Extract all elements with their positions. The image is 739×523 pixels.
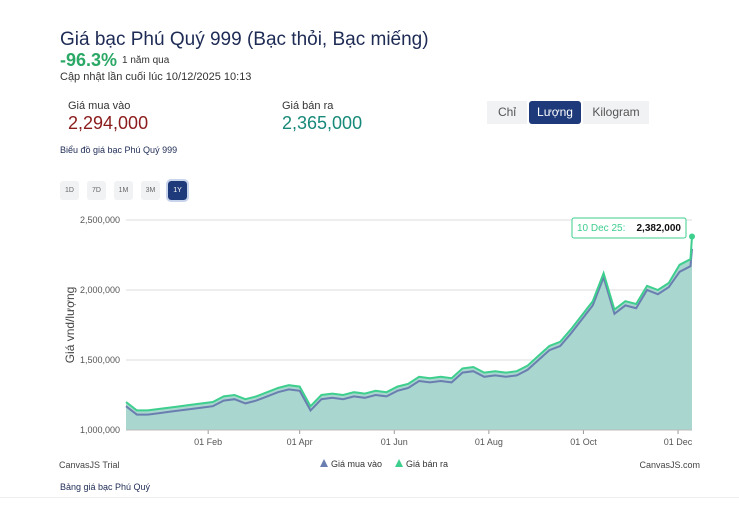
legend-label: Giá bán ra — [406, 459, 448, 469]
range-button[interactable]: 1D — [60, 181, 79, 200]
unit-tab[interactable]: Kilogram — [583, 101, 649, 124]
legend-marker — [320, 459, 328, 467]
series-line — [125, 248, 693, 416]
y-tick-label: 1,000,000 — [80, 425, 120, 435]
y-tick-label: 2,500,000 — [80, 215, 120, 225]
credit-right: CanvasJS.com — [639, 460, 700, 470]
buy-label: Giá mua vào — [68, 100, 131, 112]
chart-heading: Biểu đồ giá bạc Phú Quý 999 — [60, 145, 178, 155]
legend-marker — [395, 459, 404, 467]
unit-tab[interactable]: Chỉ — [487, 101, 527, 124]
unit-tab[interactable]: Lượng — [529, 101, 581, 124]
change-period: 1 năm qua — [122, 55, 170, 66]
y-tick-label: 2,000,000 — [80, 285, 120, 295]
tooltip-value: 2,382,000 — [637, 223, 682, 234]
tooltip-date: 10 Dec 25: — [577, 223, 625, 234]
y-axis-label: Giá vnd/lượng — [63, 287, 77, 364]
divider — [0, 497, 739, 498]
x-tick-label: 01 Apr — [287, 437, 313, 447]
range-button[interactable]: 3M — [141, 181, 160, 200]
tooltip-point — [689, 233, 695, 240]
sell-value: 2,365,000 — [282, 113, 363, 133]
title: Giá bạc Phú Quý 999 (Bạc thỏi, Bạc miếng… — [60, 29, 429, 50]
x-tick-label: 01 Oct — [570, 437, 597, 447]
updated: Cập nhật lần cuối lúc 10/12/2025 10:13 — [60, 71, 252, 83]
legend-label: Giá mua vào — [331, 459, 382, 469]
credit-left: CanvasJS Trial — [59, 460, 120, 470]
footer-link[interactable]: Bảng giá bạc Phú Quý — [60, 482, 151, 492]
chart: 1,000,000 1,500,000 2,000,000 2,500,000 Giá … — [63, 215, 695, 469]
area — [126, 236, 692, 430]
y-tick-label: 1,500,000 — [80, 355, 120, 365]
x-tick-label: 01 Jun — [381, 437, 408, 447]
x-tick-label: 01 Aug — [475, 437, 503, 447]
tooltip-box — [571, 217, 687, 239]
buy-value: 2,294,000 — [68, 113, 149, 133]
range-button[interactable]: 7D — [87, 181, 106, 200]
range-button[interactable]: 1Y — [166, 179, 189, 202]
x-tick-label: 01 Feb — [194, 437, 222, 447]
sell-label: Giá bán ra — [282, 100, 334, 112]
change: -96.3% — [60, 50, 118, 70]
series-line — [125, 236, 693, 412]
x-tick-label: 01 Dec — [664, 437, 693, 447]
range-button[interactable]: 1M — [114, 181, 133, 200]
